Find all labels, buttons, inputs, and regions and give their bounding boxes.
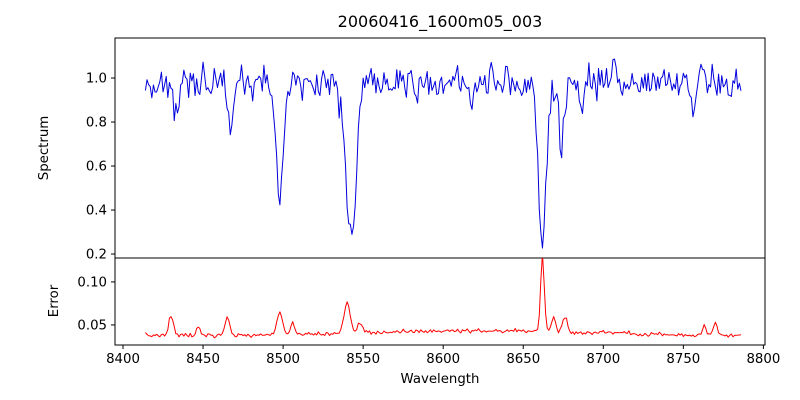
spectrum-panel-frame [114, 37, 766, 259]
y-axis-label-error: Error [47, 284, 62, 317]
x-tick-label: 8400 [106, 352, 140, 367]
axis-ticks: 0.2 0.4 0.6 0.8 1.0 0.05 0.10 8400 8450 8500 8550 8… [77, 72, 780, 367]
x-tick-label: 8600 [426, 352, 460, 367]
x-tick-label: 8750 [666, 352, 700, 367]
x-tick-label: 8550 [346, 352, 380, 367]
x-axis-label: Wavelength [401, 372, 480, 387]
error-line [145, 258, 742, 339]
x-tick-label: 8650 [506, 352, 540, 367]
x-tick-label: 8450 [186, 352, 220, 367]
y-axis-label-spectrum: Spectrum [37, 116, 52, 180]
panel-frames [114, 37, 766, 346]
spectrum-y-tick-label: 0.4 [86, 204, 107, 219]
spectrum-y-tick-label: 1.0 [86, 72, 107, 87]
data-lines [144, 58, 742, 339]
error-y-tick-label: 0.10 [77, 275, 107, 290]
x-tick-label: 8500 [266, 352, 300, 367]
spectrum-y-tick-label: 0.2 [86, 248, 107, 263]
spectrum-y-tick-label: 0.6 [86, 160, 107, 175]
spectrum-line [144, 58, 742, 249]
x-tick-label: 8800 [746, 352, 780, 367]
error-y-tick-label: 0.05 [77, 318, 107, 333]
spectrum-y-tick-label: 0.8 [86, 116, 107, 131]
x-tick-label: 8700 [586, 352, 620, 367]
chart-title: 20060416_1600m05_003 [338, 12, 543, 32]
error-panel-frame [114, 257, 766, 346]
